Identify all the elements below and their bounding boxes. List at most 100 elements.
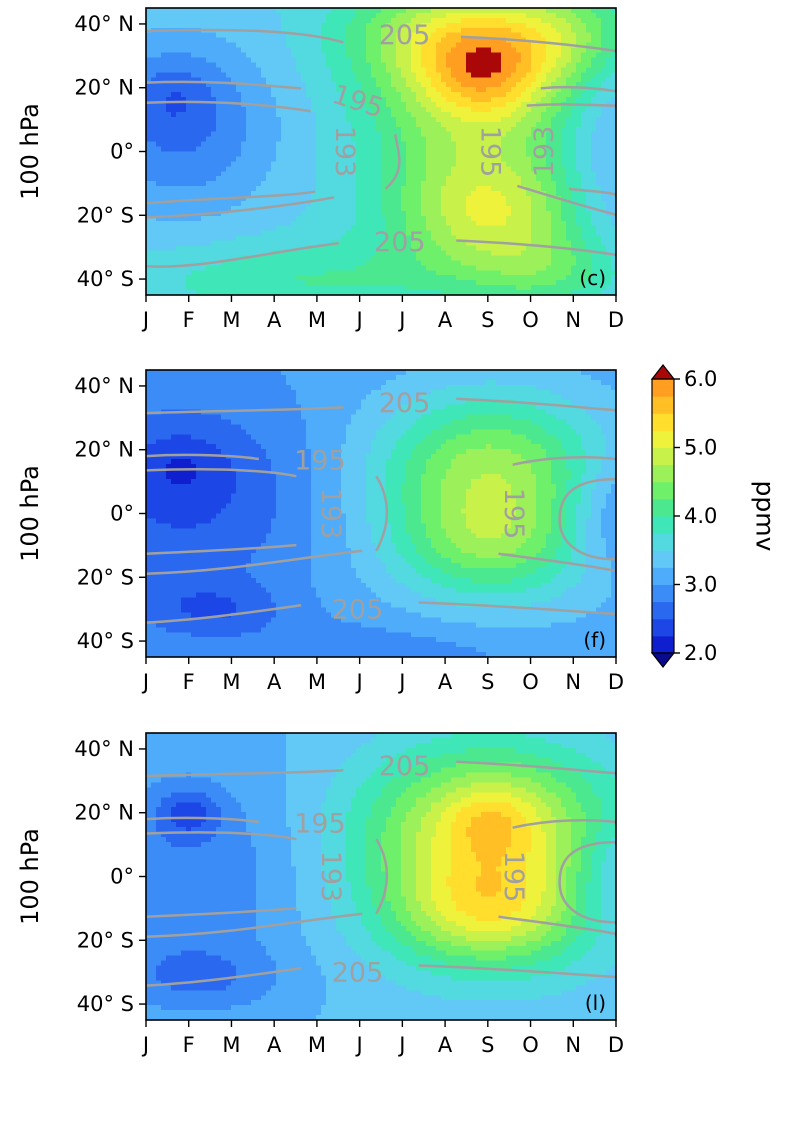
heatmap-cell (511, 215, 517, 222)
heatmap-cell (321, 210, 327, 217)
heatmap-cell (611, 27, 616, 34)
heatmap-cell (581, 62, 587, 68)
heatmap-cell (301, 156, 307, 162)
heatmap-cell (551, 151, 557, 158)
heatmap-cell (296, 92, 302, 98)
heatmap-cell (321, 22, 327, 29)
heatmap-cell (376, 250, 382, 257)
heatmap-cell (471, 171, 477, 177)
heatmap-cell (376, 205, 382, 212)
heatmap-cell (321, 265, 327, 271)
heatmap-cell (361, 17, 367, 24)
heatmap-cell (461, 77, 467, 83)
heatmap-cell (611, 121, 616, 128)
heatmap-cell (606, 265, 612, 271)
heatmap-cell (531, 176, 537, 182)
heatmap-cell (426, 22, 432, 29)
heatmap-cell (171, 62, 177, 68)
heatmap-cell (316, 57, 322, 64)
heatmap-cell (231, 121, 237, 128)
heatmap-cell (316, 196, 322, 202)
heatmap-cell (406, 136, 412, 143)
heatmap-cell (411, 67, 417, 73)
heatmap-cell (206, 161, 212, 167)
heatmap-cell (191, 265, 197, 271)
heatmap-cell (156, 146, 162, 153)
heatmap-cell (496, 220, 502, 227)
heatmap-cell (541, 176, 547, 182)
heatmap-cell (251, 161, 257, 167)
heatmap-cell (571, 52, 577, 59)
heatmap-cell (346, 235, 352, 242)
heatmap-cell (551, 111, 557, 118)
heatmap-cell (416, 255, 422, 261)
heatmap-cell (336, 146, 342, 153)
heatmap-cell (191, 12, 197, 19)
heatmap-cell (436, 225, 442, 232)
heatmap-cell (326, 166, 332, 172)
heatmap-cell (241, 235, 247, 242)
heatmap-cell (531, 161, 537, 167)
heatmap-cell (286, 260, 292, 266)
heatmap-cell (206, 265, 212, 271)
heatmap-cell (176, 166, 182, 172)
heatmap-cell (436, 171, 442, 177)
heatmap-cell (216, 72, 222, 78)
heatmap-cell (406, 161, 412, 167)
heatmap-cell (466, 62, 472, 68)
heatmap-cell (371, 126, 377, 133)
heatmap-cell (146, 42, 152, 49)
heatmap-cell (351, 57, 357, 64)
heatmap-cell (386, 220, 392, 227)
heatmap-cell (286, 52, 292, 59)
heatmap-cell (276, 106, 282, 113)
heatmap-cell (371, 72, 377, 78)
heatmap-cell (306, 57, 312, 64)
heatmap-cell (401, 12, 407, 19)
heatmap-cell (516, 181, 522, 187)
heatmap-cell (566, 77, 572, 83)
heatmap-cell (556, 17, 562, 24)
heatmap-cell (376, 235, 382, 242)
heatmap-cell (376, 141, 382, 148)
heatmap-cell (566, 250, 572, 257)
heatmap-cell (166, 72, 172, 78)
heatmap-cell (481, 37, 487, 44)
heatmap-cell (296, 17, 302, 24)
heatmap-cell (486, 171, 492, 177)
heatmap-cell (206, 191, 212, 197)
heatmap-cell (586, 210, 592, 217)
heatmap-cell (241, 240, 247, 247)
heatmap-cell (246, 131, 252, 138)
heatmap-cell (331, 126, 337, 133)
heatmap-cell (516, 12, 522, 19)
heatmap-cell (311, 111, 317, 118)
heatmap-cell (601, 17, 607, 24)
heatmap-cell (341, 111, 347, 118)
heatmap-cell (231, 161, 237, 167)
heatmap-cell (581, 97, 587, 103)
heatmap-cell (311, 136, 317, 143)
heatmap-cell (216, 111, 222, 118)
heatmap-cell (256, 230, 262, 237)
heatmap-cell (441, 255, 447, 261)
heatmap-cell (406, 102, 412, 108)
heatmap-cell (441, 161, 447, 167)
heatmap-cell (571, 235, 577, 242)
heatmap-cell (346, 136, 352, 143)
heatmap-cell (216, 156, 222, 162)
heatmap-cell (596, 131, 602, 138)
heatmap-cell (316, 200, 322, 207)
heatmap-cell (266, 215, 272, 222)
heatmap-cell (211, 255, 217, 261)
heatmap-cell (541, 116, 547, 123)
heatmap-cell (256, 67, 262, 73)
heatmap-cell (561, 27, 567, 34)
heatmap-cell (311, 106, 317, 113)
heatmap-cell (321, 72, 327, 78)
heatmap-cell (266, 176, 272, 182)
heatmap-cell (246, 161, 252, 167)
heatmap-cell (561, 171, 567, 177)
heatmap-cell (546, 82, 552, 88)
heatmap-cell (321, 191, 327, 197)
